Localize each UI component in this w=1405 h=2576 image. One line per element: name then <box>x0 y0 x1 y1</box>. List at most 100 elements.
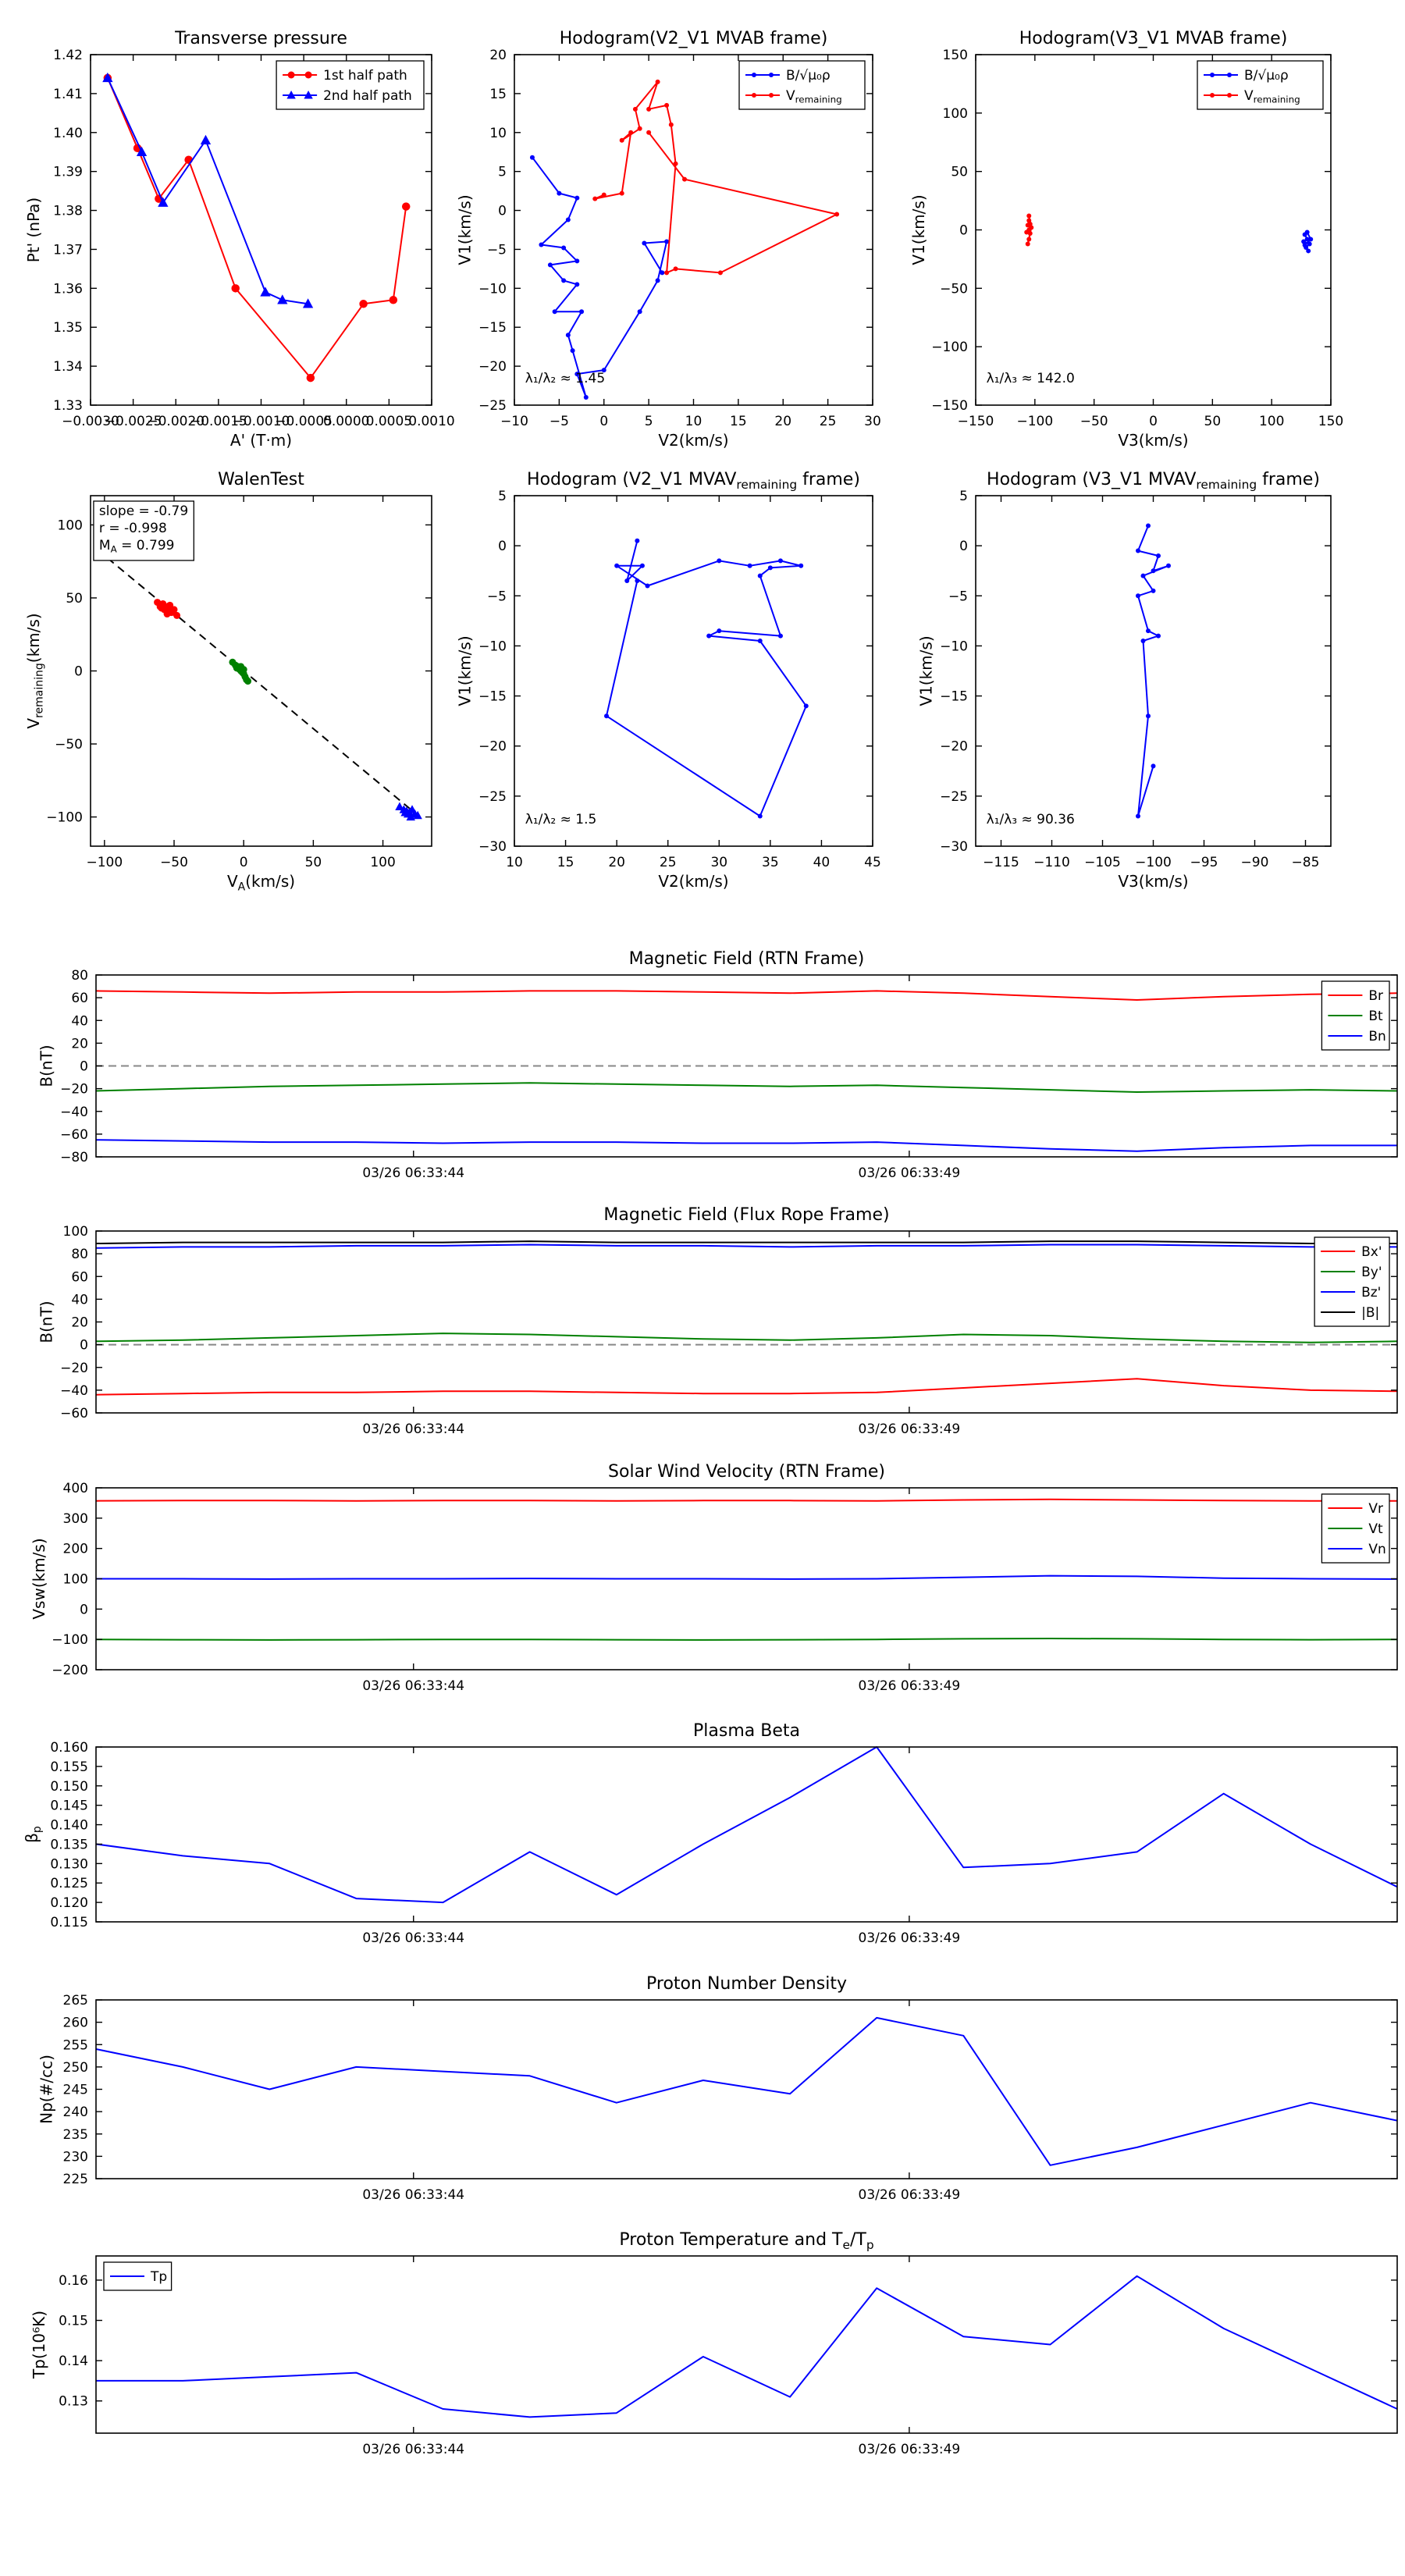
svg-text:Hodogram(V3_V1 MVAB frame): Hodogram(V3_V1 MVAB frame) <box>1019 29 1288 48</box>
svg-text:1.39: 1.39 <box>53 165 83 180</box>
svg-text:03/26 06:33:49: 03/26 06:33:49 <box>859 1165 961 1181</box>
svg-text:|B|: |B| <box>1361 1305 1379 1321</box>
svg-text:−25: −25 <box>478 789 507 805</box>
svg-text:0.130: 0.130 <box>50 1856 88 1872</box>
svg-text:Proton Temperature and Te​/Tp​: Proton Temperature and Te​/Tp​ <box>619 2230 873 2252</box>
svg-text:Pt' (nPa): Pt' (nPa) <box>24 197 43 262</box>
svg-text:150: 150 <box>1318 414 1343 429</box>
svg-text:−10: −10 <box>478 281 507 297</box>
svg-text:−15: −15 <box>478 320 507 336</box>
svg-text:Transverse pressure: Transverse pressure <box>174 29 347 48</box>
svg-text:By': By' <box>1361 1265 1382 1280</box>
svg-text:0: 0 <box>80 1338 88 1354</box>
svg-text:V2(km/s): V2(km/s) <box>658 431 728 450</box>
svg-text:100: 100 <box>63 1572 88 1588</box>
svg-text:1.34: 1.34 <box>53 359 83 375</box>
svg-text:Vn: Vn <box>1368 1542 1385 1557</box>
svg-text:Bt: Bt <box>1368 1009 1383 1024</box>
svg-text:Proton Number Density: Proton Number Density <box>646 1974 847 1994</box>
svg-text:40: 40 <box>71 1013 88 1029</box>
svg-text:150: 150 <box>943 48 968 63</box>
svg-text:03/26 06:33:44: 03/26 06:33:44 <box>362 2442 464 2457</box>
svg-text:Bx': Bx' <box>1361 1244 1382 1260</box>
svg-text:1.40: 1.40 <box>53 126 83 141</box>
svg-text:40: 40 <box>813 855 831 870</box>
svg-text:0.115: 0.115 <box>50 1915 88 1930</box>
svg-text:−20: −20 <box>478 359 507 375</box>
svg-text:V1(km/s): V1(km/s) <box>917 635 936 706</box>
svg-text:1.36: 1.36 <box>53 281 83 297</box>
svg-text:1.37: 1.37 <box>53 242 83 258</box>
svg-text:−25: −25 <box>940 789 968 805</box>
svg-text:15: 15 <box>489 87 507 102</box>
svg-text:B/√μ₀ρ: B/√μ₀ρ <box>786 68 831 84</box>
svg-text:Bn: Bn <box>1368 1029 1385 1044</box>
svg-text:−30: −30 <box>940 839 968 855</box>
svg-text:Hodogram (V2_V1 MVAVremaining​: Hodogram (V2_V1 MVAVremaining​ frame) <box>527 470 860 492</box>
svg-text:Hodogram(V2_V1 MVAB frame): Hodogram(V2_V1 MVAB frame) <box>560 29 828 48</box>
svg-text:0: 0 <box>959 539 968 554</box>
svg-text:0.140: 0.140 <box>50 1818 88 1834</box>
svg-text:−5: −5 <box>948 589 968 604</box>
walen-test-plot: −100 −50 0 50 100 −100 −50 0 50 100 WalenTest VA​(k… <box>24 470 432 893</box>
svg-text:1st half path: 1st half path <box>323 68 407 84</box>
svg-text:−40: −40 <box>60 1383 88 1399</box>
svg-text:300: 300 <box>63 1511 88 1527</box>
svg-text:5: 5 <box>498 165 507 180</box>
svg-text:−30: −30 <box>478 839 507 855</box>
svg-text:20: 20 <box>71 1315 88 1331</box>
svg-text:−0.0015: −0.0015 <box>190 414 247 429</box>
svg-text:−150: −150 <box>931 398 968 414</box>
svg-text:5: 5 <box>498 489 507 504</box>
svg-text:1.35: 1.35 <box>53 320 83 336</box>
svg-text:−5: −5 <box>550 414 569 429</box>
svg-text:Np(#/cc): Np(#/cc) <box>37 2055 56 2124</box>
svg-text:50: 50 <box>305 855 322 870</box>
svg-text:235: 235 <box>63 2127 88 2143</box>
svg-text:0: 0 <box>599 414 608 429</box>
svg-text:5: 5 <box>645 414 653 429</box>
svg-text:20: 20 <box>71 1036 88 1051</box>
svg-text:80: 80 <box>71 968 88 984</box>
svg-text:03/26 06:33:49: 03/26 06:33:49 <box>859 2187 961 2203</box>
svg-text:0.0005: 0.0005 <box>366 414 412 429</box>
svg-text:−95: −95 <box>1190 855 1218 870</box>
svg-text:−0.0020: −0.0020 <box>147 414 205 429</box>
svg-text:Magnetic Field (Flux Rope Fram: Magnetic Field (Flux Rope Frame) <box>603 1205 889 1225</box>
svg-text:25: 25 <box>660 855 677 870</box>
svg-text:10: 10 <box>489 126 507 141</box>
svg-text:WalenTest: WalenTest <box>218 470 304 489</box>
svg-text:−200: −200 <box>52 1663 88 1678</box>
svg-text:0: 0 <box>498 539 507 554</box>
svg-text:0.0010: 0.0010 <box>408 414 454 429</box>
svg-text:−5: −5 <box>487 589 507 604</box>
svg-text:0: 0 <box>959 223 968 239</box>
svg-text:20: 20 <box>774 414 791 429</box>
svg-text:0.125: 0.125 <box>50 1876 88 1891</box>
svg-text:60: 60 <box>71 1269 88 1285</box>
svg-text:0.145: 0.145 <box>50 1799 88 1814</box>
svg-text:0.135: 0.135 <box>50 1837 88 1852</box>
svg-text:260: 260 <box>63 2016 88 2031</box>
svg-text:−0.0005: −0.0005 <box>275 414 333 429</box>
svg-text:−50: −50 <box>160 855 188 870</box>
svg-text:250: 250 <box>63 2060 88 2076</box>
svg-text:−0.0025: −0.0025 <box>105 414 162 429</box>
svg-text:−15: −15 <box>478 689 507 705</box>
svg-text:50: 50 <box>66 591 83 607</box>
svg-text:2nd half path: 2nd half path <box>323 88 412 104</box>
svg-text:245: 245 <box>63 2083 88 2098</box>
svg-text:265: 265 <box>63 1993 88 2008</box>
svg-text:0: 0 <box>1149 414 1158 429</box>
svg-text:−10: −10 <box>500 414 528 429</box>
svg-text:Solar Wind Velocity (RTN Frame: Solar Wind Velocity (RTN Frame) <box>608 1462 885 1482</box>
svg-text:−20: −20 <box>60 1361 88 1376</box>
svg-text:0.14: 0.14 <box>59 2354 88 2369</box>
svg-text:45: 45 <box>864 855 881 870</box>
svg-text:Vremaining​(km/s): Vremaining​(km/s) <box>24 613 45 728</box>
svg-text:−100: −100 <box>1135 855 1172 870</box>
svg-text:0.120: 0.120 <box>50 1895 88 1911</box>
svg-text:03/26 06:33:44: 03/26 06:33:44 <box>362 1678 464 1694</box>
hodogram-v2v1-mvab-plot: −10 −5 0 5 10 15 20 25 30 −25 −20 −15 −10 −5 0 5 10 15 20 H… <box>456 29 881 450</box>
magnetic-field-rtn-plot: 03/26 06:33:44 03/26 06:33:49 −80 −60 −40 −20… <box>37 949 1398 1181</box>
